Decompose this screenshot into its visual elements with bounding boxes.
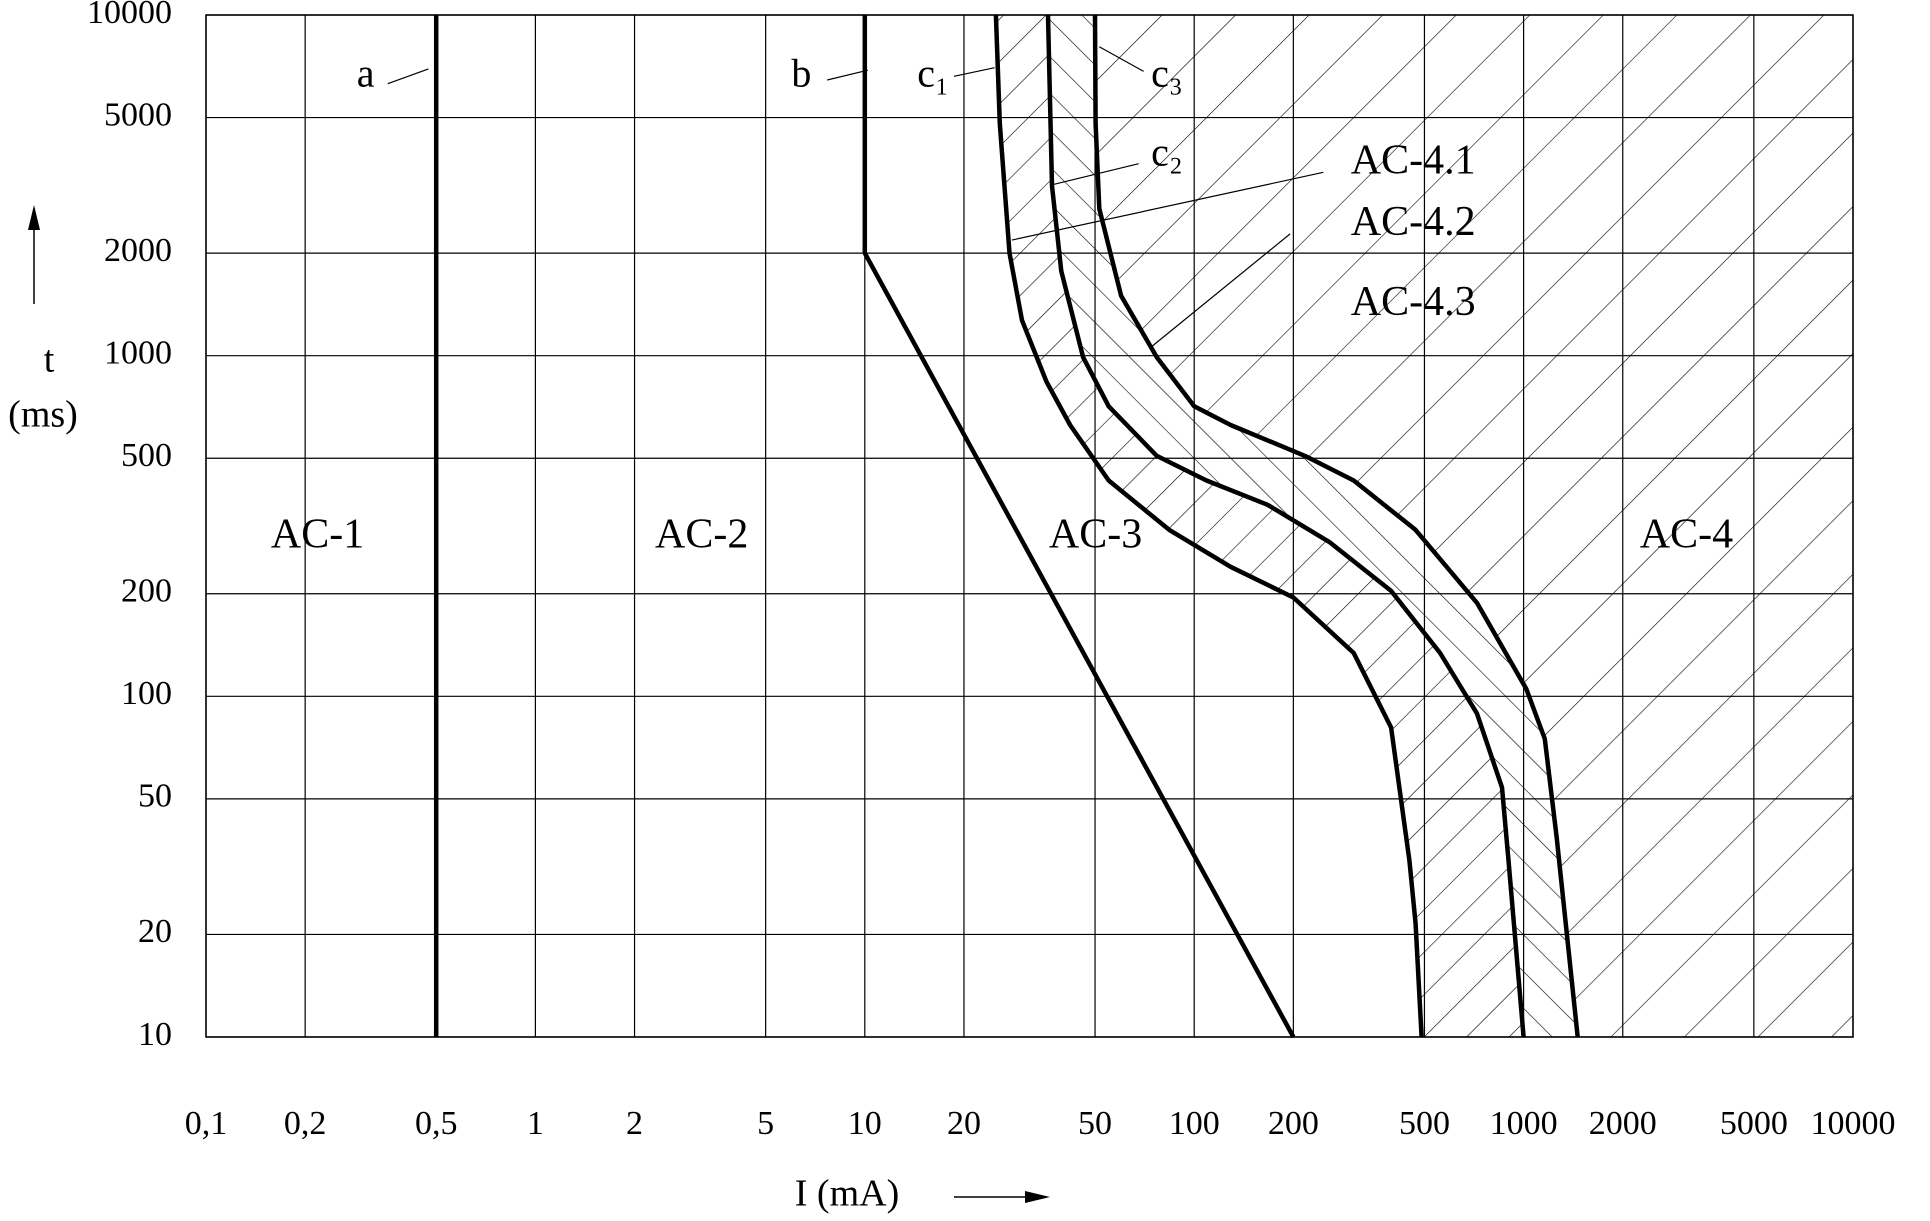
zone-label: AC-4.1 xyxy=(1351,137,1476,183)
x-tick-label: 5000 xyxy=(1720,1105,1788,1142)
zone-label: AC-1 xyxy=(271,512,364,558)
y-axis-unit: (ms) xyxy=(8,394,78,436)
x-tick-label: 2000 xyxy=(1589,1105,1657,1142)
curve-label: c₃ xyxy=(1151,51,1183,96)
y-tick-label: 500 xyxy=(121,437,172,474)
x-tick-label: 0,2 xyxy=(284,1105,327,1142)
y-tick-label: 1000 xyxy=(104,334,172,371)
leader-line xyxy=(827,69,868,81)
curve-label: b xyxy=(791,51,811,96)
x-axis-arrowhead xyxy=(1025,1191,1050,1203)
x-tick-label: 20 xyxy=(947,1105,981,1142)
y-axis-label: t xyxy=(44,339,55,381)
leader-line xyxy=(1052,163,1139,186)
leader-line xyxy=(953,67,995,77)
y-tick-label: 50 xyxy=(138,778,172,815)
x-tick-label: 100 xyxy=(1169,1105,1220,1142)
leader-line xyxy=(1098,46,1144,72)
curve xyxy=(1045,14,1526,1038)
zone-label: AC-3 xyxy=(1049,512,1142,558)
curve-label: c₂ xyxy=(1151,130,1183,175)
y-axis-arrowhead xyxy=(28,205,40,230)
curve xyxy=(862,15,1296,1039)
x-tick-label: 10 xyxy=(848,1105,882,1142)
y-tick-label: 200 xyxy=(121,573,172,610)
curve xyxy=(993,14,1424,1038)
leader-line xyxy=(1011,171,1324,241)
curve-label: c₁ xyxy=(917,51,949,96)
y-tick-label: 10000 xyxy=(87,0,172,31)
leader-line xyxy=(387,68,429,85)
x-tick-label: 500 xyxy=(1399,1105,1450,1142)
x-tick-label: 50 xyxy=(1078,1105,1112,1142)
x-tick-label: 2 xyxy=(626,1105,643,1142)
y-tick-label: 20 xyxy=(138,913,172,950)
plot-frame xyxy=(205,14,1854,1038)
x-tick-label: 0,5 xyxy=(415,1105,458,1142)
y-tick-label: 100 xyxy=(121,675,172,712)
x-tick-label: 0,1 xyxy=(185,1105,228,1142)
x-tick-label: 5 xyxy=(757,1105,774,1142)
x-axis-label: I (mA) xyxy=(795,1173,899,1215)
x-tick-label: 10000 xyxy=(1811,1105,1896,1142)
leader-line xyxy=(1150,233,1291,348)
x-tick-label: 200 xyxy=(1268,1105,1319,1142)
zone-label: AC-2 xyxy=(655,512,748,558)
zone-label: AC-4.3 xyxy=(1351,279,1476,325)
y-tick-label: 5000 xyxy=(104,96,172,133)
zone-label: AC-4.2 xyxy=(1351,199,1476,245)
curve-label: a xyxy=(357,51,375,96)
x-tick-label: 1 xyxy=(527,1105,544,1142)
y-tick-label: 10 xyxy=(138,1016,172,1053)
y-tick-label: 2000 xyxy=(104,232,172,269)
curve xyxy=(1092,14,1580,1038)
zone-label: AC-4 xyxy=(1640,512,1733,558)
x-tick-label: 1000 xyxy=(1490,1105,1558,1142)
